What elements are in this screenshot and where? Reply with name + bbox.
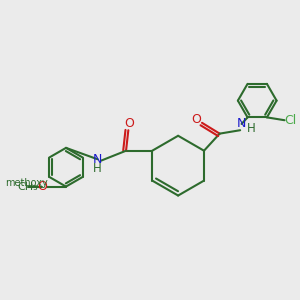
Text: O: O: [124, 118, 134, 130]
Text: Cl: Cl: [285, 114, 297, 127]
Text: H: H: [247, 122, 255, 135]
Text: O: O: [38, 180, 47, 193]
Text: methoxy: methoxy: [5, 178, 47, 188]
Text: CH₃: CH₃: [17, 182, 38, 192]
Text: N: N: [93, 153, 102, 166]
Text: H: H: [93, 162, 102, 175]
Text: O: O: [191, 113, 201, 127]
Text: N: N: [237, 118, 246, 130]
